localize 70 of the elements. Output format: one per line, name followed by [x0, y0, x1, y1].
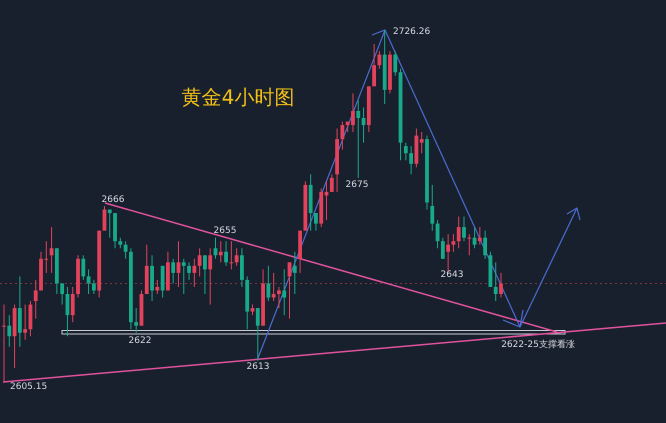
candlestick — [34, 279, 38, 320]
candlestick — [256, 308, 260, 362]
candlestick — [499, 272, 503, 298]
candlestick — [66, 286, 70, 337]
candlestick — [478, 226, 482, 246]
annotation: 2622 — [128, 336, 152, 346]
candlestick — [176, 240, 180, 288]
candlestick — [208, 248, 212, 306]
candlestick — [124, 240, 128, 260]
annotation: 2675 — [346, 180, 368, 190]
candlestick — [102, 206, 106, 232]
candlestick — [456, 216, 461, 249]
candlestick — [187, 262, 191, 280]
candlestick — [23, 304, 28, 340]
candlestick — [171, 258, 176, 284]
candlestick — [472, 226, 476, 249]
candlestick — [250, 304, 254, 316]
candlestick — [7, 314, 12, 348]
candlestick — [377, 50, 382, 70]
candlestick — [372, 44, 376, 87]
candlestick — [92, 279, 96, 294]
candlestick — [440, 237, 445, 260]
candlestick — [288, 262, 292, 320]
candlestick — [86, 268, 90, 294]
candlestick — [282, 268, 286, 316]
candlestick — [203, 254, 207, 294]
candlestick — [340, 121, 344, 150]
candlestick — [70, 286, 75, 323]
annotation: 2666 — [102, 195, 125, 205]
candlestick — [330, 174, 334, 192]
candlestick — [81, 254, 86, 280]
candlestick — [430, 184, 434, 232]
candlestick — [214, 237, 218, 260]
candlestick — [229, 240, 234, 270]
candlestick — [362, 106, 366, 144]
candlestick — [134, 308, 138, 334]
candlestick — [108, 209, 112, 238]
text: 黄金4小时图 — [182, 85, 294, 109]
candlestick — [404, 142, 408, 161]
candlestick — [494, 262, 498, 302]
candlestick — [198, 248, 202, 277]
candlestick — [50, 226, 54, 274]
candlestick — [218, 240, 223, 263]
candlestick — [277, 286, 281, 309]
candlestick — [393, 50, 398, 76]
candlestick — [462, 216, 466, 242]
candlestick — [192, 258, 196, 288]
candlestick — [118, 237, 122, 249]
candlestick — [2, 304, 6, 382]
candlestick — [409, 146, 414, 175]
candlestick — [292, 251, 297, 294]
annotation: 2622-25支撑看涨 — [501, 339, 575, 350]
candlestick — [314, 212, 318, 232]
candlestick — [452, 234, 456, 252]
annotation: 2643 — [440, 270, 464, 280]
candlestick — [266, 265, 270, 302]
candlestick — [60, 282, 64, 306]
candlestick — [182, 258, 186, 294]
annotation: 2605.15 — [10, 382, 48, 392]
candlestick — [467, 234, 472, 256]
candlestick — [234, 248, 239, 266]
candlestick — [272, 272, 276, 302]
candlestick — [155, 279, 160, 294]
candlestick — [483, 230, 488, 260]
candlestick — [436, 220, 440, 249]
candlestick — [224, 240, 228, 266]
annotation: 2726.26 — [393, 27, 430, 37]
annotation: 2655 — [214, 226, 236, 236]
annotation: 2613 — [246, 362, 270, 372]
candlestick — [356, 100, 360, 178]
